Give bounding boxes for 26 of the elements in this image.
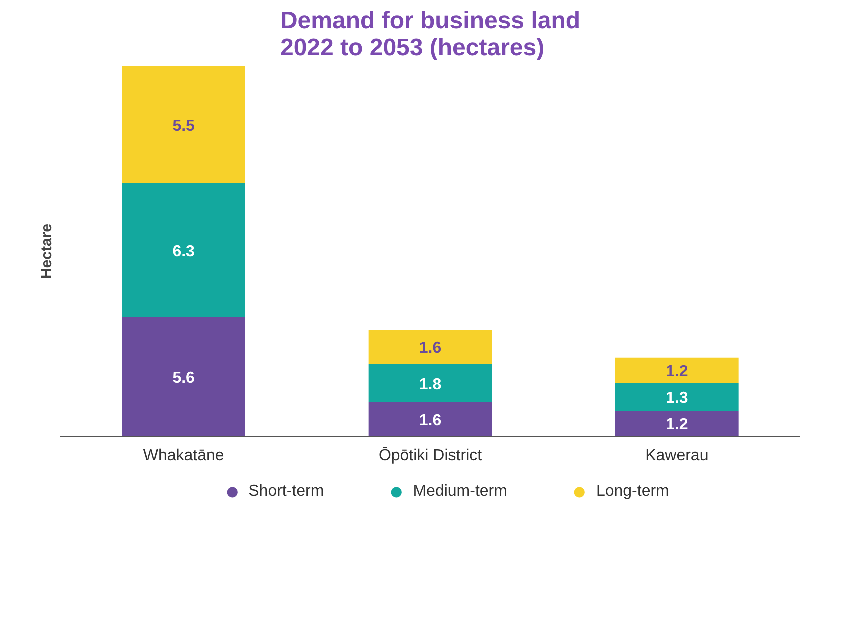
bar [368,364,492,402]
data-label: 1.6 [419,412,442,430]
data-label: 1.2 [666,364,688,381]
legend-label: Medium-term [413,483,508,501]
legend-label: Long-term [596,483,670,501]
legend-label: Short-term [248,483,324,501]
data-label: 6.3 [172,243,196,260]
bar [616,358,739,384]
bar [122,66,246,184]
bar [368,402,492,436]
bar [122,183,246,318]
data-label: 1.8 [419,376,442,394]
bar [368,330,492,364]
x-tick-label: Whakatāne [143,448,224,464]
data-label: 1.6 [419,340,442,358]
data-label: 5.6 [172,370,196,387]
y-axis-title: Hectare [38,224,56,280]
data-label: 1.2 [666,416,688,434]
data-label: 5.5 [172,118,196,135]
data-label: 1.3 [666,390,688,408]
bar [616,410,739,436]
bar [616,383,739,411]
x-tick-label: Ōpōtiki District [378,446,483,464]
x-tick-label: Kawerau [646,448,709,464]
chart-title: Demand for business land 2022 to 2053 (hectares) [280,8,581,62]
bar [122,317,246,436]
